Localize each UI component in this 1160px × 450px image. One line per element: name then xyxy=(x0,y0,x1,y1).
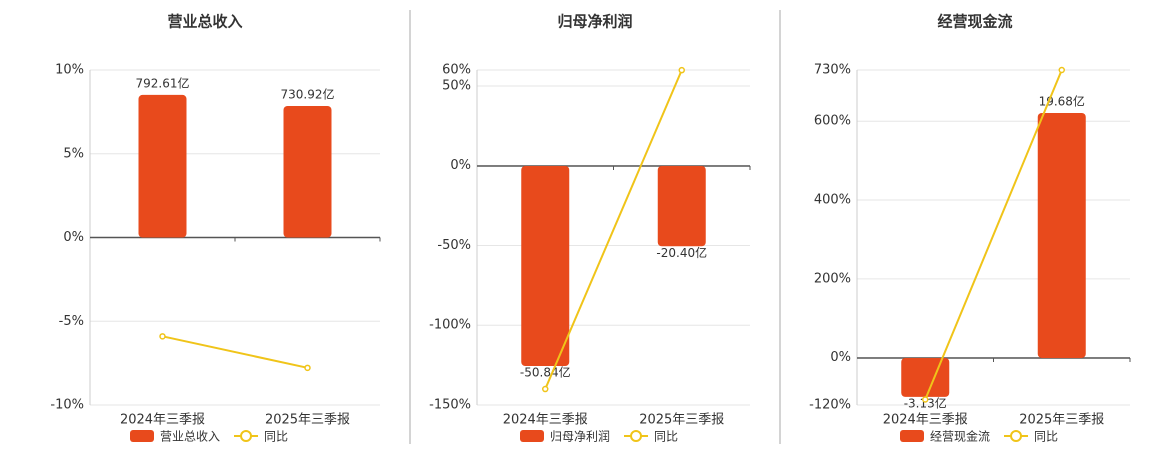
point xyxy=(678,66,685,74)
legend-swatch xyxy=(900,430,924,442)
value-label: -3.13亿 xyxy=(904,395,947,410)
legend-label: 归母净利润 xyxy=(550,430,610,444)
y-tick-label: -100% xyxy=(429,318,471,333)
point xyxy=(542,385,549,393)
bar xyxy=(1037,112,1086,358)
legend-swatch xyxy=(130,430,154,442)
x-tick-label: 2025年三季报 xyxy=(265,413,350,428)
y-tick-label: 0% xyxy=(63,230,84,245)
chart-title: 营业总收入 xyxy=(167,13,242,31)
legend-label: 同比 xyxy=(1034,430,1058,444)
legend-marker xyxy=(630,430,643,442)
x-tick-label: 2025年三季报 xyxy=(639,413,724,428)
legend-label: 同比 xyxy=(654,430,678,444)
y-tick-label: -120% xyxy=(809,398,851,413)
legend-marker xyxy=(240,430,253,442)
value-label: -20.40亿 xyxy=(656,245,707,260)
x-tick-label: 2024年三季报 xyxy=(503,413,588,428)
bar xyxy=(901,357,950,397)
chart-title: 经营现金流 xyxy=(937,13,1012,31)
legend-label: 经营现金流 xyxy=(930,429,990,444)
y-tick-label: 60% xyxy=(442,63,471,78)
y-tick-label: 0% xyxy=(450,158,471,173)
point xyxy=(159,333,166,340)
legend-swatch xyxy=(520,430,544,442)
legend-label: 同比 xyxy=(264,430,288,444)
x-tick-label: 2024年三季报 xyxy=(120,413,205,428)
y-tick-label: 10% xyxy=(55,63,84,78)
value-label: 792.61亿 xyxy=(136,75,190,90)
value-label: 19.68亿 xyxy=(1039,93,1085,108)
x-tick-label: 2025年三季报 xyxy=(1019,413,1104,428)
y-tick-label: 730% xyxy=(814,63,851,78)
y-tick-label: 0% xyxy=(830,350,851,365)
y-tick-label: -50% xyxy=(437,238,471,253)
legend-label: 营业总收入 xyxy=(160,430,220,444)
bar xyxy=(521,165,570,367)
point xyxy=(922,396,929,403)
value-label: 730.92亿 xyxy=(281,86,335,101)
point xyxy=(304,364,311,372)
y-tick-label: -5% xyxy=(59,314,84,329)
y-tick-label: 600% xyxy=(814,114,851,129)
bar xyxy=(283,105,332,238)
y-tick-label: 400% xyxy=(814,193,851,208)
line xyxy=(544,69,683,390)
line xyxy=(162,335,308,369)
y-tick-label: 200% xyxy=(814,271,851,286)
line xyxy=(924,69,1063,400)
point xyxy=(1058,66,1065,74)
x-tick-label: 2024年三季报 xyxy=(883,413,968,428)
value-label: -50.84亿 xyxy=(520,365,571,380)
bar xyxy=(138,94,187,238)
y-tick-label: -10% xyxy=(50,398,84,413)
bar xyxy=(657,165,706,247)
chart-title: 归母净利润 xyxy=(557,13,632,31)
y-tick-label: -150% xyxy=(429,398,471,413)
y-tick-label: 5% xyxy=(63,146,84,161)
legend-marker xyxy=(1010,430,1023,442)
y-tick-label: 50% xyxy=(442,78,471,93)
